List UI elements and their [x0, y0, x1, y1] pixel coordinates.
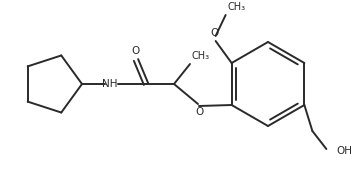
Text: CH₃: CH₃	[228, 2, 246, 12]
Text: OH: OH	[336, 146, 352, 156]
Text: CH₃: CH₃	[192, 51, 210, 61]
Text: O: O	[210, 28, 219, 38]
Text: NH: NH	[102, 79, 118, 89]
Text: O: O	[195, 107, 203, 117]
Text: O: O	[131, 46, 139, 56]
